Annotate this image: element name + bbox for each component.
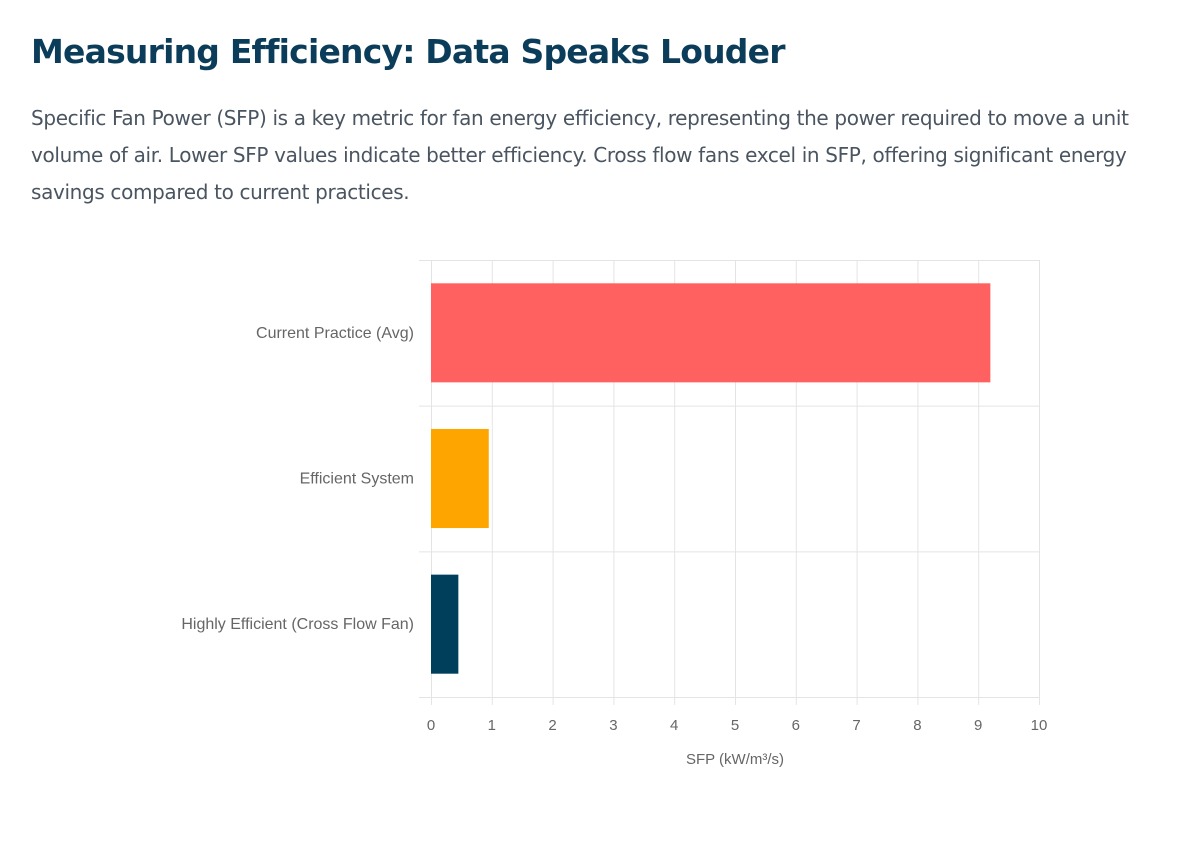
- x-tick-label: 1: [488, 717, 496, 734]
- x-tick-label: 9: [974, 717, 982, 734]
- y-tick-label: Highly Efficient (Cross Flow Fan): [181, 616, 414, 633]
- chart-y-tick-labels: Current Practice (Avg) Efficient System Hi…: [181, 325, 414, 633]
- bar: [431, 428, 489, 529]
- x-tick-label: 2: [548, 717, 556, 734]
- x-tick-label: 3: [609, 717, 617, 734]
- chart-x-tick-labels: 0 1 2 3 4 5 6 7 8 9 10: [427, 717, 1048, 734]
- intro-paragraph: Specific Fan Power (SFP) is a key metric…: [31, 106, 1129, 204]
- x-tick-label: 4: [670, 717, 678, 734]
- content-section: Measuring Efficiency: Data Speaks Louder…: [31, 28, 1171, 211]
- bar: [431, 574, 459, 674]
- bar: [431, 283, 991, 383]
- x-axis-label: SFP (kW/m³/s): [686, 751, 784, 768]
- x-tick-label: 7: [852, 717, 860, 734]
- y-tick-label: Current Practice (Avg): [256, 325, 414, 342]
- x-tick-label: 8: [913, 717, 921, 734]
- chart-bars: [431, 283, 991, 674]
- y-tick-label: Efficient System: [300, 471, 414, 488]
- x-tick-label: 6: [792, 717, 800, 734]
- x-tick-label: 10: [1031, 717, 1048, 734]
- x-tick-label: 0: [427, 717, 435, 734]
- x-tick-label: 5: [731, 717, 739, 734]
- page-title: Measuring Efficiency: Data Speaks Louder: [31, 32, 785, 71]
